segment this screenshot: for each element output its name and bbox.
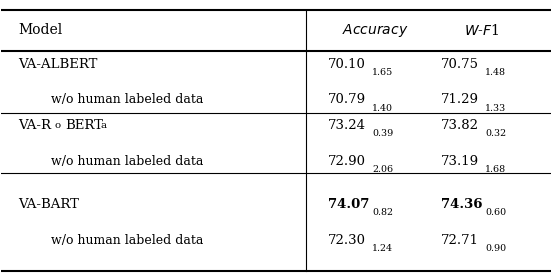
Text: 70.79: 70.79 <box>328 93 367 106</box>
Text: w/o human labeled data: w/o human labeled data <box>51 234 203 247</box>
Text: 72.90: 72.90 <box>328 155 366 168</box>
Text: 72.71: 72.71 <box>440 234 479 247</box>
Text: w/o human labeled data: w/o human labeled data <box>51 155 203 168</box>
Text: 1.48: 1.48 <box>485 68 506 77</box>
Text: 70.75: 70.75 <box>440 58 479 71</box>
Text: Model: Model <box>18 23 62 37</box>
Text: 1.68: 1.68 <box>485 165 506 174</box>
Text: 0.82: 0.82 <box>373 208 394 217</box>
Text: 1.40: 1.40 <box>373 103 394 113</box>
Text: $\mathit{W}$-$\mathit{F}$1: $\mathit{W}$-$\mathit{F}$1 <box>464 23 500 38</box>
Text: 70.10: 70.10 <box>328 58 366 71</box>
Text: VA-R: VA-R <box>18 119 51 132</box>
Text: 0.39: 0.39 <box>373 129 394 138</box>
Text: 1.33: 1.33 <box>485 103 506 113</box>
Text: 73.24: 73.24 <box>328 119 366 132</box>
Text: 0.90: 0.90 <box>485 244 506 253</box>
Text: 73.19: 73.19 <box>440 155 479 168</box>
Text: 1.65: 1.65 <box>373 68 394 77</box>
Text: 74.36: 74.36 <box>440 198 482 211</box>
Text: 0.60: 0.60 <box>485 208 506 217</box>
Text: BERT: BERT <box>65 119 103 132</box>
Text: 71.29: 71.29 <box>440 93 479 106</box>
Text: 2.06: 2.06 <box>373 165 394 174</box>
Text: 74.07: 74.07 <box>328 198 369 211</box>
Text: $\mathit{Accuracy}$: $\mathit{Accuracy}$ <box>342 22 408 39</box>
Text: 0.32: 0.32 <box>485 129 506 138</box>
Text: a: a <box>100 121 107 130</box>
Text: 72.30: 72.30 <box>328 234 366 247</box>
Text: w/o human labeled data: w/o human labeled data <box>51 93 203 106</box>
Text: 73.82: 73.82 <box>440 119 479 132</box>
Text: VA-ALBERT: VA-ALBERT <box>18 58 97 71</box>
Text: VA-BART: VA-BART <box>18 198 79 211</box>
Text: o: o <box>55 121 61 130</box>
Text: 1.24: 1.24 <box>373 244 394 253</box>
